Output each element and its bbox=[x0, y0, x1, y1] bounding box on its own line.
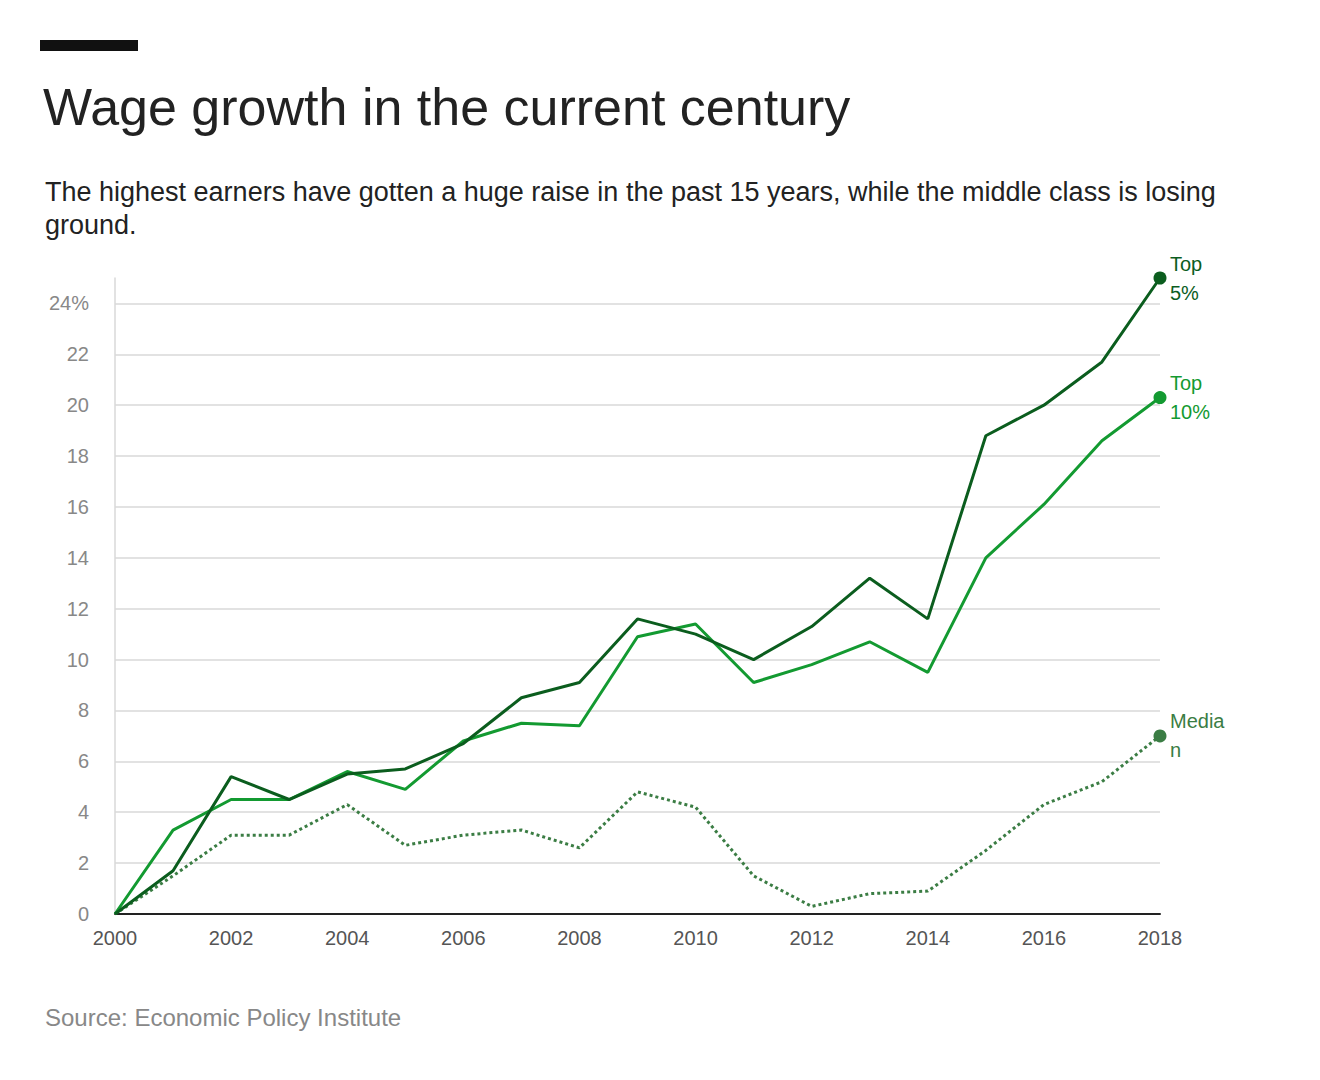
svg-text:2004: 2004 bbox=[325, 927, 370, 949]
svg-text:6: 6 bbox=[78, 750, 89, 772]
svg-text:2014: 2014 bbox=[906, 927, 951, 949]
svg-text:2016: 2016 bbox=[1022, 927, 1067, 949]
svg-text:ground.: ground. bbox=[45, 210, 137, 240]
svg-text:2006: 2006 bbox=[441, 927, 486, 949]
svg-text:Top: Top bbox=[1170, 372, 1208, 394]
svg-text:16: 16 bbox=[67, 496, 89, 518]
svg-text:4: 4 bbox=[78, 801, 89, 823]
svg-text:5%: 5% bbox=[1170, 282, 1199, 304]
svg-text:2018: 2018 bbox=[1138, 927, 1183, 949]
svg-text:10: 10 bbox=[67, 649, 89, 671]
svg-text:2002: 2002 bbox=[209, 927, 254, 949]
svg-text:2000: 2000 bbox=[93, 927, 138, 949]
svg-text:2008: 2008 bbox=[557, 927, 602, 949]
svg-text:20: 20 bbox=[67, 394, 89, 416]
svg-text:2: 2 bbox=[78, 852, 89, 874]
svg-text:2010: 2010 bbox=[673, 927, 718, 949]
svg-text:12: 12 bbox=[67, 598, 89, 620]
svg-text:10%: 10% bbox=[1170, 401, 1210, 423]
svg-text:2012: 2012 bbox=[789, 927, 834, 949]
svg-text:Media: Media bbox=[1170, 710, 1225, 732]
svg-text:n: n bbox=[1170, 739, 1181, 761]
svg-text:Source: Economic Policy Instit: Source: Economic Policy Institute bbox=[45, 1004, 401, 1031]
svg-text:Top: Top bbox=[1170, 253, 1208, 275]
svg-text:0: 0 bbox=[78, 903, 89, 925]
svg-text:8: 8 bbox=[78, 699, 89, 721]
svg-text:18: 18 bbox=[67, 445, 89, 467]
svg-text:24%: 24% bbox=[49, 292, 89, 314]
svg-text:14: 14 bbox=[67, 547, 89, 569]
svg-text:The highest earners have gotte: The highest earners have gotten a huge r… bbox=[45, 177, 1223, 207]
svg-text:Wage growth in the current cen: Wage growth in the current century bbox=[43, 78, 850, 136]
svg-text:22: 22 bbox=[67, 343, 89, 365]
